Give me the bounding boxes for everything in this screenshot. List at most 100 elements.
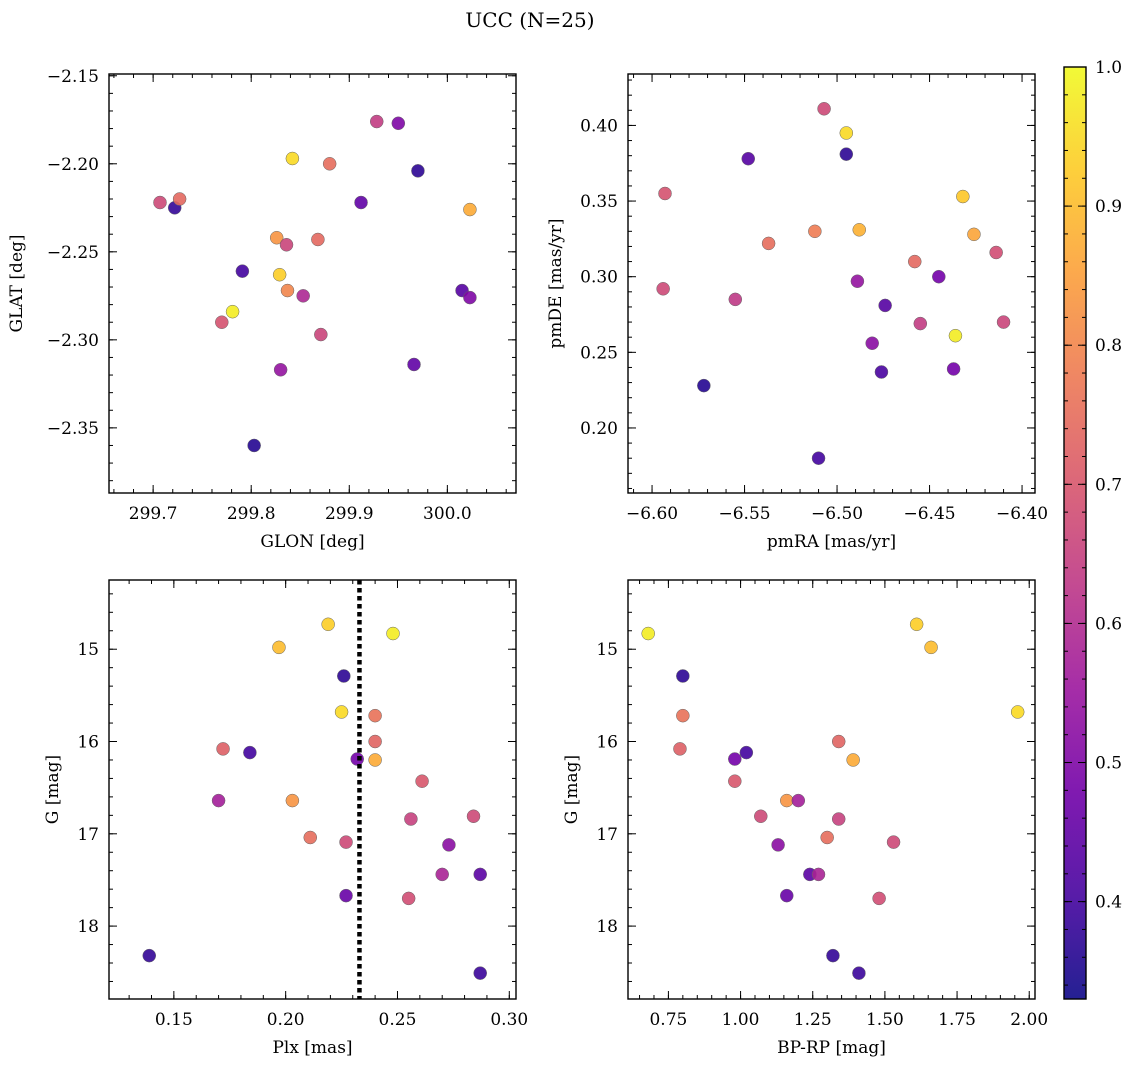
y-axis-label: G [mag] [562, 755, 582, 824]
points [641, 617, 1025, 980]
data-point [272, 640, 286, 655]
colorbar-tick-label: 0.6 [1095, 614, 1122, 634]
data-point [924, 640, 938, 655]
x-axis-label: GLON [deg] [260, 532, 364, 552]
points [656, 102, 1011, 465]
data-point [368, 734, 382, 749]
x-tick-label: 0.20 [267, 1010, 305, 1030]
y-tick-label: −2.35 [47, 419, 99, 439]
panel-glon-glat: 299.7 299.8 299.9 300.0 −2.35 −2.30 −2.25 −2.20… [7, 67, 517, 552]
data-point [321, 617, 335, 632]
data-point [826, 948, 840, 963]
x-tick-label: 1.50 [866, 1010, 904, 1030]
data-point [874, 365, 889, 379]
y-tick-label: 17 [596, 825, 618, 845]
x-tick-label: 1.25 [794, 1010, 832, 1030]
data-point [368, 708, 382, 723]
data-point [996, 315, 1011, 329]
data-point [839, 126, 854, 140]
data-point [967, 227, 981, 242]
x-axis-label: pmRA [mas/yr] [767, 532, 896, 552]
data-point [673, 742, 687, 756]
points [153, 114, 477, 453]
data-point [948, 328, 963, 343]
data-point [811, 867, 826, 882]
data-point [908, 254, 922, 269]
axes-frame [627, 73, 1036, 494]
data-point [791, 793, 806, 808]
data-point [811, 451, 826, 465]
data-point [339, 835, 353, 849]
data-point [808, 224, 822, 239]
x-axis-label: BP-RP [mag] [777, 1038, 886, 1058]
y-tick-label: −2.15 [47, 67, 99, 87]
data-point [404, 812, 418, 826]
data-point [368, 753, 382, 767]
data-point [411, 164, 425, 178]
x-tick-label: −6.45 [903, 504, 955, 524]
data-point [831, 734, 846, 749]
data-point [658, 186, 672, 201]
data-point [216, 742, 230, 756]
data-point [391, 116, 406, 131]
data-point [739, 745, 754, 760]
data-point [932, 269, 946, 284]
x-tick-label: 0.15 [155, 1010, 193, 1030]
data-point [279, 238, 294, 252]
data-point [280, 283, 295, 298]
y-axis-label: pmDE [mas/yr] [546, 218, 566, 348]
x-tick-label: 299.7 [129, 504, 178, 524]
x-tick-label: 299.8 [227, 504, 276, 524]
x-tick-label: −6.40 [996, 504, 1048, 524]
y-axis-label: G [mag] [43, 755, 63, 824]
data-point [761, 236, 776, 251]
data-point [850, 274, 865, 288]
data-point [296, 289, 310, 303]
scatter-panels: 299.7 299.8 299.9 300.0 −2.35 −2.30 −2.25 −2.20… [7, 67, 1048, 1058]
data-point [269, 230, 284, 245]
data-point [172, 192, 187, 206]
data-point [771, 838, 785, 852]
data-point [215, 315, 229, 329]
data-point [211, 793, 226, 808]
points [142, 617, 487, 980]
data-point [697, 378, 711, 393]
x-tick-label: 0.25 [379, 1010, 417, 1030]
data-point [243, 745, 257, 760]
y-tick-label: 17 [77, 825, 99, 845]
data-point [754, 809, 768, 824]
data-point [401, 891, 416, 906]
x-axis-label: Plx [mas] [272, 1038, 352, 1058]
data-point [442, 838, 456, 852]
y-tick-label: 18 [596, 917, 618, 937]
x-tick-label: 2.00 [1010, 1010, 1048, 1030]
y-axis-label: GLAT [deg] [7, 234, 27, 332]
data-point [153, 195, 167, 210]
data-point [780, 888, 794, 903]
colorbar-tick-label: 0.5 [1095, 754, 1122, 774]
x-tick-label: 1.75 [938, 1010, 976, 1030]
data-point [641, 626, 655, 641]
data-point [334, 705, 349, 719]
x-tick-label: 1.00 [722, 1010, 760, 1030]
y-tick-label: 18 [77, 917, 99, 937]
data-point [314, 327, 328, 342]
data-point [946, 362, 961, 376]
data-point [285, 793, 300, 808]
data-point [463, 202, 477, 217]
panel-plx-g: 0.15 0.20 0.25 0.30 15 16 17 18 Plx [mas] G [mag] [43, 579, 528, 1058]
data-point [852, 223, 866, 237]
data-point [337, 669, 351, 683]
figure-title: UCC (N=25) [465, 8, 594, 32]
data-point [285, 151, 300, 166]
x-tick-label: 0.30 [490, 1010, 528, 1030]
y-tick-label: 15 [596, 640, 618, 660]
colorbar-tick-label: 1.0 [1095, 58, 1122, 78]
x-tick-label: 300.0 [423, 504, 472, 524]
data-point [272, 267, 287, 282]
data-point [741, 151, 755, 166]
data-point [386, 626, 400, 641]
data-point [676, 708, 690, 723]
y-tick-label: −2.30 [47, 331, 99, 351]
